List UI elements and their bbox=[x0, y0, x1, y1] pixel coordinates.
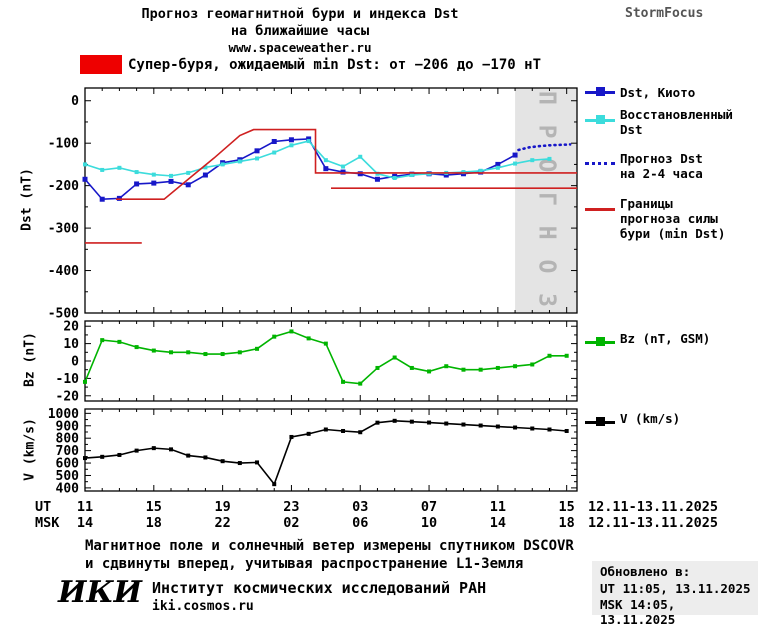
msk-tick-label: 22 bbox=[214, 515, 231, 531]
msk-tick-label: 18 bbox=[558, 515, 575, 531]
dst-kyoto-legend-marker bbox=[585, 86, 615, 98]
brand-label: StormFocus bbox=[625, 6, 704, 21]
alert-swatch bbox=[80, 55, 122, 74]
legend-square-icon bbox=[596, 417, 605, 426]
msk-tick-label: 18 bbox=[145, 515, 162, 531]
msk-tick-label: 06 bbox=[352, 515, 369, 531]
org-site: iki.cosmos.ru bbox=[152, 599, 254, 614]
legend-square-icon bbox=[596, 115, 605, 124]
svg-text:20: 20 bbox=[63, 320, 79, 335]
legend-forecast-label: Прогноз Dst на 2-4 часа bbox=[620, 151, 703, 181]
bz-chart: -20 -10 0 10 20 bbox=[56, 320, 578, 404]
svg-text:-20: -20 bbox=[56, 389, 80, 404]
svg-text:800: 800 bbox=[56, 432, 80, 447]
legend-v-label: V (km/s) bbox=[620, 411, 681, 426]
legend-line-icon bbox=[585, 208, 615, 211]
legend-square-icon bbox=[596, 337, 605, 346]
page-title-line1: Прогноз геомагнитной бури и индекса Dst bbox=[141, 6, 459, 22]
svg-text:-400: -400 bbox=[48, 264, 79, 279]
legend-square-icon bbox=[596, 87, 605, 96]
legend-dst-kyoto-label: Dst, Киото bbox=[620, 85, 696, 100]
msk-tick-label: 02 bbox=[283, 515, 300, 531]
ut-tick-label: 23 bbox=[283, 499, 300, 515]
svg-text:-100: -100 bbox=[48, 137, 79, 152]
ut-tick-label: 11 bbox=[76, 499, 94, 515]
svg-text:-10: -10 bbox=[56, 372, 80, 387]
x-axis-msk-row: MSK 12.11-13.11.2025 14 18 22 02 06 10 14 18 bbox=[0, 515, 760, 531]
v-legend-marker bbox=[585, 416, 615, 428]
svg-text:500: 500 bbox=[56, 469, 80, 484]
dst-chart: П Р О Г Н О З -500 -400 -300 -200 -100 0 bbox=[48, 87, 578, 322]
x-axis-ut-row: UT 12.11-13.11.2025 11 15 19 23 03 07 11 15 bbox=[0, 499, 760, 515]
legend-bounds-line1: Границы bbox=[620, 196, 673, 211]
updated-label: Обновлено в: bbox=[600, 564, 691, 579]
footer-note-line2: и сдвинуты вперед, учитывая распростране… bbox=[85, 556, 524, 572]
svg-text:0: 0 bbox=[71, 94, 79, 109]
iki-logo: ИКИ bbox=[58, 575, 142, 610]
ut-tick-label: 07 bbox=[420, 499, 438, 515]
svg-text:10: 10 bbox=[63, 337, 79, 352]
bounds-legend-marker bbox=[585, 203, 615, 215]
svg-text:0: 0 bbox=[71, 355, 79, 370]
site-url: www.spaceweather.ru bbox=[228, 40, 372, 55]
svg-text:700: 700 bbox=[56, 444, 80, 459]
alert-text: Супер-буря, ожидаемый min Dst: от −206 д… bbox=[128, 57, 542, 73]
msk-tick-label: 14 bbox=[489, 515, 506, 531]
legend-bounds-label: Границы прогноза силы бури (min Dst) bbox=[620, 196, 725, 241]
forecast-dst-legend-marker bbox=[585, 158, 615, 170]
svg-text:-300: -300 bbox=[48, 222, 79, 237]
legend-bounds-line2: прогноза силы bbox=[620, 211, 718, 226]
legend-dotted-line-icon bbox=[585, 162, 615, 165]
ut-tick-label: 03 bbox=[352, 499, 369, 515]
page-title-line2: на ближайшие часы bbox=[230, 23, 370, 39]
msk-tick-label: 14 bbox=[76, 515, 94, 531]
msk-date-range: 12.11-13.11.2025 bbox=[588, 515, 719, 531]
ut-date-range: 12.11-13.11.2025 bbox=[588, 499, 719, 515]
legend-restored-line2: Dst bbox=[620, 122, 643, 137]
ut-label: UT bbox=[35, 499, 52, 515]
legend-forecast-line1: Прогноз Dst bbox=[620, 151, 703, 166]
updated-msk: MSK 14:05, 13.11.2025 bbox=[600, 597, 676, 627]
legend-bounds-line3: бури (min Dst) bbox=[620, 226, 726, 241]
svg-text:900: 900 bbox=[56, 419, 80, 434]
legend-restored-label: Восстановленный Dst bbox=[620, 107, 733, 137]
svg-text:1000: 1000 bbox=[48, 407, 79, 422]
svg-text:400: 400 bbox=[56, 481, 80, 496]
ut-tick-label: 11 bbox=[489, 499, 506, 515]
svg-text:-200: -200 bbox=[48, 179, 79, 194]
svg-text:П Р О Г Н О З: П Р О Г Н О З bbox=[534, 91, 560, 310]
ut-tick-label: 15 bbox=[145, 499, 162, 515]
bz-legend-marker bbox=[585, 336, 615, 348]
org-name: Институт космических исследований РАН bbox=[152, 579, 487, 597]
legend-restored-line1: Восстановленный bbox=[620, 107, 733, 122]
footer-note-line1: Магнитное поле и солнечный ветер измерен… bbox=[85, 538, 574, 554]
legend-bz-label: Bz (nT, GSM) bbox=[620, 331, 711, 346]
msk-label: MSK bbox=[35, 515, 60, 531]
svg-text:-500: -500 bbox=[48, 307, 79, 322]
svg-text:600: 600 bbox=[56, 457, 80, 472]
updated-ut: UT 11:05, 13.11.2025 bbox=[600, 581, 751, 596]
msk-tick-label: 10 bbox=[420, 515, 438, 531]
ut-tick-label: 19 bbox=[214, 499, 231, 515]
legend-forecast-line2: на 2-4 часа bbox=[620, 166, 703, 181]
updated-box: Обновлено в: UT 11:05, 13.11.2025 MSK 14… bbox=[592, 561, 758, 627]
ut-tick-label: 15 bbox=[558, 499, 575, 515]
restored-dst-legend-marker bbox=[585, 114, 615, 126]
